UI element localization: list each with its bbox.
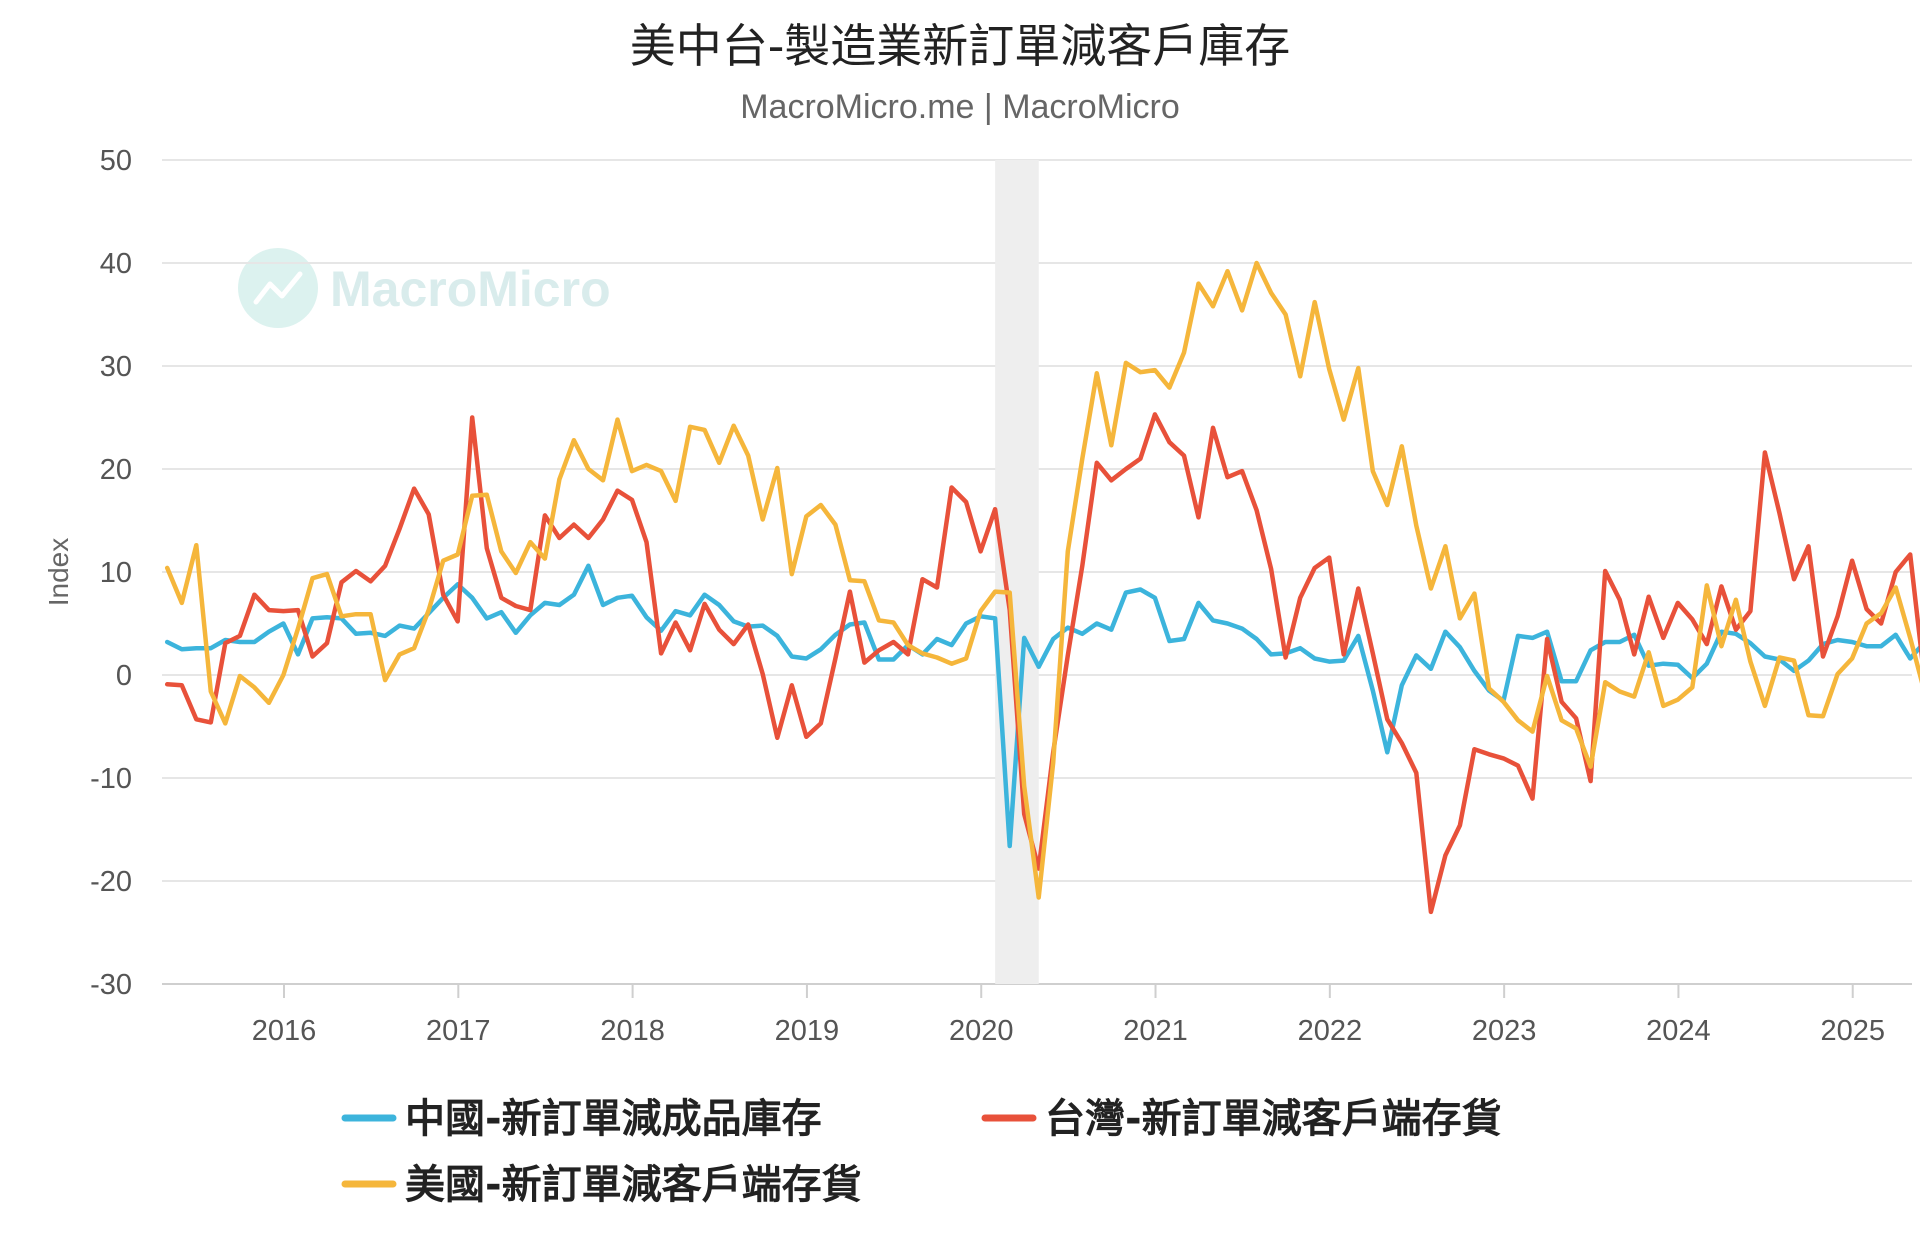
x-tick-label: 2020 — [949, 1015, 1014, 1047]
x-tick-label: 2016 — [252, 1015, 317, 1047]
legend-label: 美國-新訂單減客戶端存貨 — [405, 1162, 862, 1208]
y-tick-label: 30 — [100, 351, 132, 383]
x-tick-label: 2024 — [1646, 1015, 1711, 1047]
legend-item-2[interactable]: 美國-新訂單減客戶端存貨 — [341, 1162, 862, 1208]
watermark-logo-icon — [238, 248, 318, 328]
y-tick-label: 0 — [116, 660, 132, 692]
legend-item-0[interactable]: 中國-新訂單減成品庫存 — [341, 1096, 822, 1142]
legend-label: 台灣-新訂單減客戶端存貨 — [1045, 1096, 1502, 1142]
y-tick-label: 50 — [100, 145, 132, 177]
x-tick-label: 2023 — [1472, 1015, 1537, 1047]
series-lines — [164, 260, 1920, 915]
y-tick-label: -30 — [90, 969, 132, 1001]
watermark-text: MacroMicro — [330, 261, 611, 317]
y-tick-label: 20 — [100, 454, 132, 486]
x-tick-label: 2025 — [1820, 1015, 1885, 1047]
x-tick-label: 2022 — [1298, 1015, 1363, 1047]
chart-subtitle: MacroMicro.me | MacroMicro — [740, 88, 1180, 126]
x-tick-label: 2021 — [1123, 1015, 1188, 1047]
y-tick-label: -10 — [90, 763, 132, 795]
watermark: MacroMicro — [238, 248, 611, 328]
series-line-2 — [164, 260, 1920, 900]
x-tick-label: 2018 — [600, 1015, 665, 1047]
legend-label: 中國-新訂單減成品庫存 — [405, 1096, 822, 1142]
watermark-chart-icon — [253, 271, 303, 305]
x-axis: 2016 2017 2018 2019 2020 2021 2022 2023 2024 2025 — [252, 984, 1885, 1047]
y-axis-label: Index — [43, 538, 74, 607]
y-tick-label: 40 — [100, 248, 132, 280]
x-tick-label: 2019 — [775, 1015, 840, 1047]
y-axis: -30 -20 -10 0 10 20 30 40 50 — [90, 145, 132, 1001]
chart-title: 美中台-製造業新訂單減客戶庫存 — [630, 19, 1291, 73]
y-tick-label: -20 — [90, 866, 132, 898]
y-tick-label: 10 — [100, 557, 132, 589]
legend-item-1[interactable]: 台灣-新訂單減客戶端存貨 — [981, 1096, 1502, 1142]
x-tick-label: 2017 — [426, 1015, 491, 1047]
